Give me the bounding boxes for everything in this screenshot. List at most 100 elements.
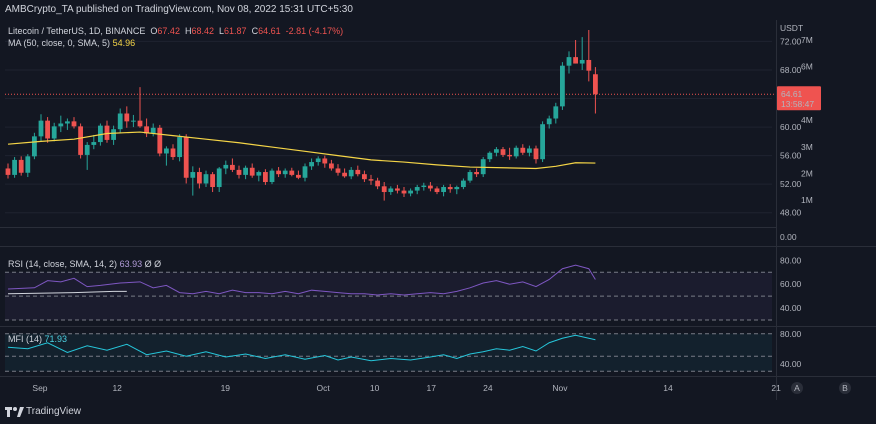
rsi-sma-line: [7, 290, 127, 295]
candle-body: [401, 190, 407, 194]
candle-body: [91, 142, 97, 145]
rsi-tick-label: 80.00: [780, 255, 802, 265]
candle-body: [203, 174, 209, 184]
candle-body: [362, 174, 367, 180]
candle-body: [131, 120, 136, 122]
candle-body: [38, 120, 44, 137]
mfi-label: MFI (14): [8, 334, 43, 344]
x-tick-label: 24: [483, 383, 493, 393]
rsi-tick-label: 60.00: [780, 279, 802, 289]
price-tick-label: 60.00: [780, 122, 802, 132]
volume-tick-label: 1M: [801, 195, 813, 205]
candle-body: [507, 154, 512, 157]
volume-tick-label: 7M: [801, 35, 813, 45]
footer: TradingView: [0, 400, 876, 424]
candle-body: [256, 172, 262, 176]
legend-high: 68.42: [191, 26, 214, 36]
candle-body: [586, 59, 592, 71]
candle-body: [447, 187, 453, 190]
candle-body: [355, 169, 361, 175]
candle-body: [474, 172, 479, 175]
legend-close: 64.61: [258, 26, 281, 36]
rsi-line: [7, 264, 596, 296]
ma-line: [7, 131, 596, 170]
rsi-tick-label: 40.00: [780, 303, 802, 313]
candle-body: [32, 136, 37, 157]
candle-body: [573, 57, 578, 64]
log-scale-label: B: [842, 383, 848, 393]
auto-scale-label: A: [794, 383, 800, 393]
x-tick-label: 12: [112, 383, 122, 393]
legend-change: -2.81 (-4.17%): [285, 26, 344, 36]
rsi-extra: Ø Ø: [144, 259, 162, 269]
candle-body: [236, 169, 242, 175]
candle-body: [309, 162, 314, 167]
candle-body: [71, 121, 77, 127]
candle-body: [540, 124, 545, 160]
candle-body: [527, 148, 532, 153]
price-tick-label: 52.00: [780, 179, 802, 189]
candle-body: [428, 185, 433, 189]
mfi-band: [5, 333, 772, 372]
price-tick-label: 56.00: [780, 151, 802, 161]
legend-mfi[interactable]: MFI (14) 71.93: [8, 334, 67, 344]
auto-scale-button: [791, 382, 803, 394]
candle-body: [560, 65, 565, 107]
candle-body: [289, 170, 295, 175]
candle-body: [18, 159, 24, 173]
candle-body: [5, 168, 11, 175]
price-tag-box: [777, 86, 821, 111]
rsi-value: 63.93: [119, 259, 143, 269]
mfi-line: [7, 334, 596, 362]
candle-body: [276, 170, 281, 175]
x-tick-label: 14: [663, 383, 673, 393]
publish-line: AMBCrypto_TA published on TradingView.co…: [5, 4, 353, 15]
candle-body: [223, 164, 229, 169]
candle-body: [84, 144, 90, 155]
candle-body: [25, 156, 31, 173]
x-tick-label: Oct: [317, 383, 331, 393]
candle-body: [513, 147, 519, 157]
candle-body: [381, 186, 387, 193]
volume-tick-label: 6M: [801, 62, 813, 72]
candle-body: [480, 159, 486, 175]
candle-body: [454, 187, 460, 190]
legend-ma[interactable]: MA (50, close, 0, SMA, 5) 54.96: [8, 38, 135, 48]
candle-body: [65, 121, 70, 124]
candle-body: [137, 120, 143, 127]
candle-body: [335, 168, 341, 173]
candle-body: [51, 126, 57, 139]
candle-body: [329, 163, 334, 169]
candle-body: [494, 149, 499, 153]
candle-body: [408, 190, 413, 194]
candle-body: [421, 185, 427, 188]
candle-body: [177, 137, 182, 158]
legend-rsi[interactable]: RSI (14, close, SMA, 14, 2) 63.93 Ø Ø: [8, 259, 161, 269]
candle-body: [368, 179, 374, 181]
candle-body: [487, 152, 493, 160]
candle-body: [170, 148, 176, 158]
candle-body: [150, 127, 156, 134]
mfi-tick-label: 40.00: [780, 359, 802, 369]
candle-body: [296, 174, 301, 178]
x-tick-label: 17: [426, 383, 436, 393]
candle-body: [467, 172, 473, 181]
candle-body: [546, 118, 552, 125]
candle-body: [243, 167, 248, 175]
price-tag-price: 64.61: [781, 89, 803, 99]
candle-body: [348, 169, 354, 177]
candle-body: [579, 59, 585, 64]
candle-body: [263, 172, 268, 183]
candle-body: [342, 172, 347, 177]
candle-body: [315, 158, 321, 163]
mfi-tick-label: 80.00: [780, 329, 802, 339]
candle-body: [322, 158, 328, 164]
price-axis-title: USDT: [780, 23, 803, 33]
candle-body: [58, 123, 64, 127]
x-tick-label: 10: [370, 383, 380, 393]
legend-open: 67.42: [157, 26, 180, 36]
candle-body: [282, 170, 288, 175]
candle-body: [124, 113, 130, 122]
